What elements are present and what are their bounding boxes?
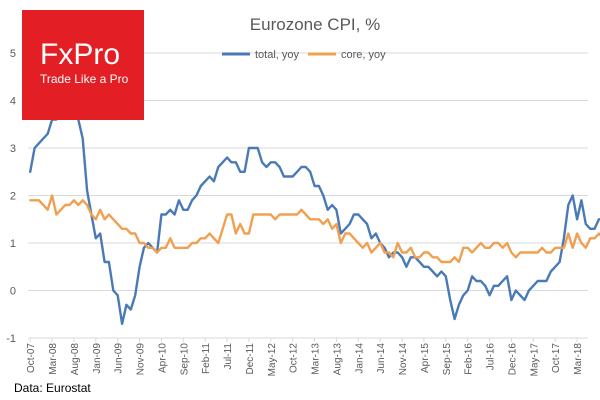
logo-background [22, 10, 144, 120]
y-tick-label: 5 [10, 48, 16, 60]
chart-title: Eurozone CPI, % [250, 15, 380, 34]
y-tick-label: 4 [10, 96, 16, 108]
series-layer [29, 99, 600, 325]
x-tick-label: May-17 [529, 343, 540, 377]
series-line-total [29, 99, 600, 325]
x-axis: Oct-07 Mar-08 Aug-08 Jan-09 Jun-09 Nov-09 Apr-… [26, 338, 584, 376]
x-tick-label: Jun-14 [376, 343, 387, 374]
x-tick-label: Mar-13 [311, 343, 322, 375]
logo-tagline: Trade Like a Pro [40, 72, 129, 86]
y-tick-label: 0 [10, 286, 16, 298]
x-tick-label: Jan-09 [92, 343, 103, 374]
source-note: Data: Eurostat [14, 381, 91, 395]
x-tick-label: Apr-10 [157, 343, 168, 373]
legend-label-core: core, yoy [341, 49, 386, 61]
x-tick-label: Nov-14 [398, 343, 409, 376]
x-tick-label: Jul-11 [223, 343, 234, 370]
x-tick-label: May-12 [267, 343, 278, 377]
x-tick-label: Feb-11 [201, 343, 212, 374]
x-tick-label: Mar-18 [573, 343, 584, 375]
x-tick-label: Jan-14 [354, 343, 365, 374]
y-axis: -1 0 1 2 3 4 5 [6, 48, 16, 345]
x-tick-label: Feb-16 [464, 343, 475, 375]
y-tick-label: 2 [10, 191, 16, 203]
x-tick-label: Sep-10 [179, 343, 190, 376]
x-tick-label: Dec-16 [507, 343, 518, 376]
series-line-core [29, 194, 600, 264]
x-tick-label: Oct-17 [551, 343, 562, 373]
x-tick-label: Jun-09 [114, 343, 125, 374]
x-tick-label: Aug-08 [70, 343, 81, 376]
x-tick-label: Nov-09 [136, 343, 147, 376]
x-tick-label: Apr-15 [420, 343, 431, 373]
y-tick-label: -1 [6, 333, 16, 345]
x-tick-label: Sep-15 [442, 343, 453, 376]
y-tick-label: 3 [10, 143, 16, 155]
x-tick-label: Dec-11 [245, 343, 256, 375]
x-tick-label: Oct-12 [289, 343, 300, 373]
legend: total, yoy core, yoy [222, 49, 386, 61]
y-tick-label: 1 [10, 238, 16, 250]
legend-label-total: total, yoy [255, 49, 300, 61]
x-tick-label: Aug-13 [332, 343, 343, 376]
x-tick-label: Oct-07 [26, 343, 37, 373]
x-tick-label: Mar-08 [48, 343, 59, 375]
logo: FxPro Trade Like a Pro [22, 10, 144, 120]
logo-brand: FxPro [40, 38, 120, 71]
x-tick-label: Jul-16 [486, 343, 497, 371]
